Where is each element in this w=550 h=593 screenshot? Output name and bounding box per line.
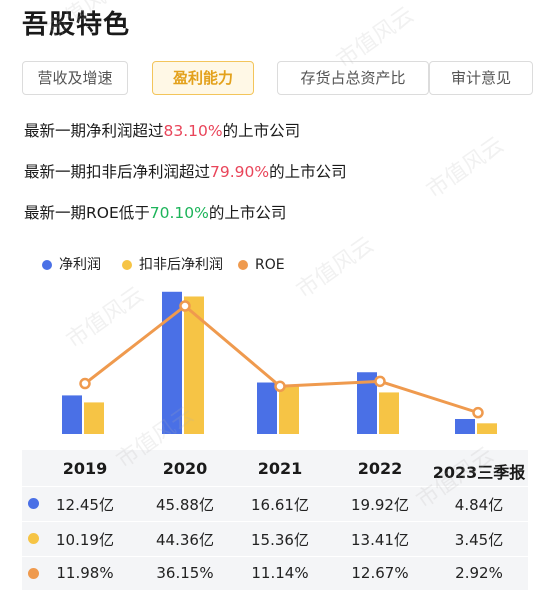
watermark-text: 市值风云: [422, 132, 509, 204]
table-cell-net-profit-2022: 19.92亿: [351, 496, 409, 514]
table-cell-deducted-net-profit-2021: 15.36亿: [251, 531, 309, 549]
table-cell-net-profit-2021: 16.61亿: [251, 496, 309, 514]
table-cell-deducted-net-profit-2022: 13.41亿: [351, 531, 409, 549]
legend-label-net-profit: 净利润: [59, 257, 101, 273]
legend-dot-deducted-net-profit: [122, 260, 132, 270]
data-table: 2019 2020 2021 2022 2023三季报 12.45亿 45.88亿 16.61…: [22, 450, 528, 590]
table-header-2022: 2022: [357, 459, 403, 478]
bar-deducted-net-profit-2021: [279, 386, 299, 434]
profit-bar-line-chart: [62, 291, 497, 434]
stat-net-profit-value: 83.10%: [163, 122, 223, 140]
bar-net-profit-2020: [162, 291, 182, 434]
legend-item-net-profit: 净利润: [42, 255, 101, 275]
bar-net-profit-2019: [62, 395, 82, 434]
table-cell-deducted-net-profit-2020: 44.36亿: [156, 531, 214, 549]
tab-profitability[interactable]: 盈利能力: [152, 61, 254, 95]
bar-net-profit-2023三季报: [455, 418, 475, 434]
table-row-dot-deducted-net-profit: [28, 533, 39, 544]
legend-item-roe: ROE: [238, 255, 285, 275]
table-row-dot-net-profit: [28, 498, 39, 509]
table-divider: [22, 556, 528, 557]
table-divider: [22, 486, 528, 487]
stat-deducted-net-profit: 最新一期扣非后净利润超过79.90%的上市公司: [24, 160, 347, 182]
stat-roe-value: 70.10%: [149, 204, 209, 222]
stat-net-profit-prefix: 最新一期净利润超过: [24, 122, 164, 140]
table-cell-roe-2021: 11.14%: [251, 564, 309, 582]
table-divider: [22, 521, 528, 522]
roe-point-2023三季报: [472, 406, 484, 419]
legend-dot-net-profit: [42, 260, 52, 270]
legend-label-deducted-net-profit: 扣非后净利润: [139, 257, 223, 273]
stat-net-profit: 最新一期净利润超过83.10%的上市公司: [24, 119, 300, 141]
table-cell-net-profit-2023三季报: 4.84亿: [454, 496, 504, 514]
bar-net-profit-2022: [357, 372, 377, 434]
stat-net-profit-suffix: 的上市公司: [222, 122, 301, 140]
stat-deducted-net-profit-suffix: 的上市公司: [269, 163, 347, 181]
table-cell-roe-2020: 36.15%: [156, 564, 214, 582]
table-cell-net-profit-2019: 12.45亿: [56, 496, 114, 514]
stat-deducted-net-profit-value: 79.90%: [210, 163, 270, 181]
stat-roe: 最新一期ROE低于70.10%的上市公司: [24, 201, 286, 223]
table-cell-roe-2023三季报: 2.92%: [455, 564, 503, 582]
legend-label-roe: ROE: [255, 257, 285, 273]
bar-deducted-net-profit-2022: [379, 392, 399, 434]
legend-item-deducted-net-profit: 扣非后净利润: [122, 255, 223, 275]
bar-deducted-net-profit-2019: [84, 402, 104, 434]
table-cell-deducted-net-profit-2019: 10.19亿: [56, 531, 114, 549]
roe-point-2020: [179, 300, 191, 312]
table-row-dot-roe: [28, 568, 39, 579]
table-header-2021: 2021: [257, 459, 303, 478]
tab-inventory-ratio[interactable]: 存货占总资产比: [277, 61, 429, 95]
stat-roe-prefix: 最新一期ROE低于: [24, 204, 150, 222]
roe-point-2019: [79, 377, 91, 390]
table-header-2019: 2019: [62, 459, 108, 478]
table-header-2020: 2020: [162, 459, 208, 478]
table-header-2023三季报: 2023三季报: [432, 463, 526, 482]
page-title: 吾股特色: [22, 10, 131, 40]
tab-revenue-growth[interactable]: 营收及增速: [22, 61, 128, 95]
table-cell-roe-2022: 12.67%: [351, 564, 409, 582]
table-cell-roe-2019: 11.98%: [56, 564, 114, 582]
bar-net-profit-2021: [257, 382, 277, 434]
bar-deducted-net-profit-2023三季报: [477, 423, 497, 434]
legend-dot-roe: [238, 260, 248, 270]
table-cell-deducted-net-profit-2023三季报: 3.45亿: [454, 531, 504, 549]
tab-audit-opinion[interactable]: 审计意见: [429, 61, 533, 95]
roe-point-2021: [274, 380, 286, 393]
roe-point-2022: [374, 375, 386, 388]
stat-roe-suffix: 的上市公司: [208, 204, 287, 222]
table-cell-net-profit-2020: 45.88亿: [156, 496, 214, 514]
stat-deducted-net-profit-prefix: 最新一期扣非后净利润超过: [24, 163, 211, 181]
bar-deducted-net-profit-2020: [184, 296, 204, 434]
